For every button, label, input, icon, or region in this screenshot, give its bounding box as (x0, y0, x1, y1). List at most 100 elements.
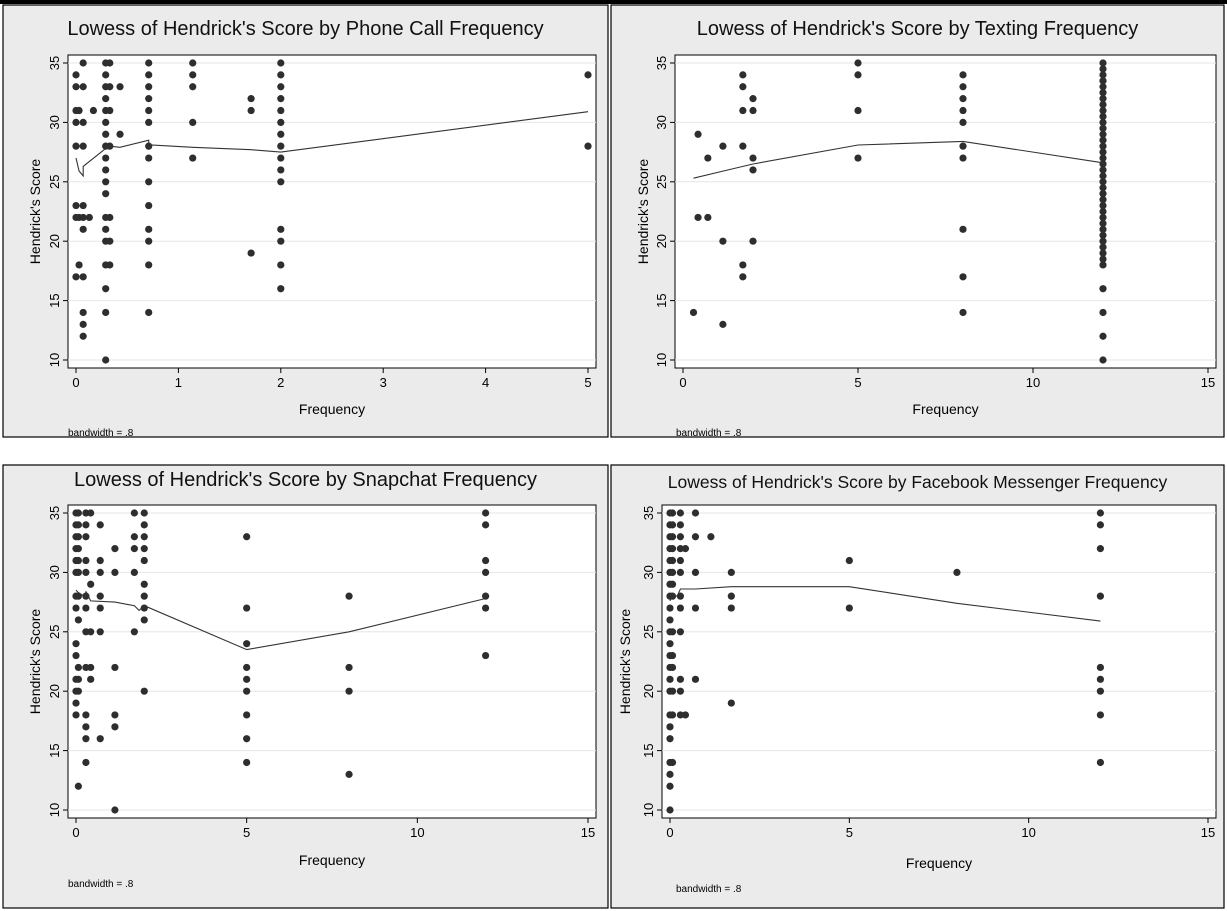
data-point (584, 71, 592, 79)
data-point (1099, 213, 1107, 222)
data-point (1099, 112, 1107, 121)
data-point (277, 106, 285, 115)
data-point (739, 71, 747, 79)
data-point (277, 95, 285, 103)
data-point (749, 95, 757, 103)
data-point (739, 83, 747, 91)
data-point (749, 237, 757, 245)
data-point (243, 687, 251, 695)
y-tick-label: 20 (654, 234, 669, 248)
data-point (1099, 255, 1107, 263)
data-point (668, 663, 677, 672)
data-point (277, 130, 285, 138)
data-point (116, 130, 124, 138)
y-tick-label: 15 (47, 293, 62, 307)
data-point (739, 273, 747, 281)
y-tick-label: 25 (641, 625, 656, 639)
data-point (140, 616, 148, 624)
data-point (676, 545, 685, 553)
x-axis-label: Frequency (912, 401, 978, 417)
data-point (1099, 166, 1107, 174)
y-tick-label: 35 (47, 506, 62, 520)
data-point (111, 545, 119, 553)
data-point (1096, 758, 1104, 767)
data-point (959, 83, 967, 91)
bandwidth-note: bandwidth = .8 (68, 428, 134, 439)
data-point (739, 261, 747, 269)
data-point (666, 806, 674, 814)
data-point (243, 533, 251, 541)
data-point (704, 213, 712, 222)
data-point (676, 509, 685, 517)
data-point (140, 592, 148, 600)
data-point (145, 261, 153, 269)
data-point (845, 556, 853, 565)
data-point (668, 545, 677, 553)
data-point (243, 640, 251, 648)
data-point (666, 770, 674, 778)
data-point (82, 735, 90, 743)
data-point (130, 545, 138, 553)
data-point (1099, 225, 1107, 233)
data-point (1099, 59, 1107, 67)
data-point (584, 142, 592, 150)
data-point (79, 308, 87, 317)
chart-panel-3: 10 15 20 25 30 35 0 5 10 15 Lowess of Hendrick's S… (2, 464, 609, 909)
data-point (79, 213, 87, 222)
data-point (145, 118, 153, 126)
data-point (243, 735, 251, 743)
data-point (79, 118, 87, 126)
y-tick-label: 15 (641, 743, 656, 757)
data-point (854, 71, 862, 79)
data-point (102, 285, 110, 293)
data-point (704, 154, 712, 162)
data-point (145, 225, 153, 233)
data-point (676, 521, 685, 529)
x-tick-label: 5 (243, 825, 250, 840)
x-axis-label: Frequency (906, 855, 972, 871)
plot-area (674, 54, 1217, 369)
y-tick-label: 10 (654, 353, 669, 367)
y-tick-label: 30 (47, 115, 62, 129)
data-point (106, 213, 114, 222)
y-tick-label: 20 (47, 684, 62, 698)
data-point (96, 628, 104, 636)
data-point (727, 592, 735, 600)
lowess-line (75, 111, 589, 178)
data-point (691, 533, 700, 541)
chart-title: Lowess of Hendrick's Score by Facebook M… (668, 472, 1168, 492)
data-point (1096, 663, 1104, 672)
data-point (959, 118, 967, 126)
data-point (72, 699, 80, 707)
data-point (247, 249, 255, 257)
data-point (106, 106, 114, 115)
data-point (87, 509, 95, 517)
data-point (959, 142, 967, 150)
data-point (243, 711, 251, 719)
data-point (72, 83, 80, 91)
data-point (959, 273, 967, 281)
data-point (694, 213, 702, 222)
data-point (189, 59, 197, 67)
data-point (247, 106, 255, 115)
data-point (79, 142, 87, 150)
data-point (854, 106, 862, 115)
data-point (666, 604, 674, 612)
data-point (85, 213, 93, 222)
data-point (102, 356, 110, 364)
data-point (668, 758, 677, 767)
data-point (666, 735, 674, 743)
data-point (719, 320, 727, 328)
data-point (96, 735, 104, 743)
plot-area (661, 504, 1217, 819)
data-point (145, 95, 153, 103)
data-point (145, 308, 153, 317)
data-point (854, 154, 862, 162)
data-point (1099, 201, 1107, 210)
x-tick-label: 5 (846, 825, 853, 840)
data-point (689, 308, 698, 317)
data-point (1096, 711, 1104, 719)
data-point (111, 663, 119, 672)
data-point (75, 261, 83, 269)
data-point (691, 509, 700, 517)
